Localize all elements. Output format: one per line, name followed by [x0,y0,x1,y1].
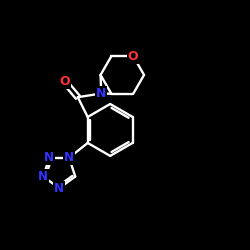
Text: O: O [128,50,138,62]
Text: N: N [54,182,64,195]
Text: N: N [96,87,106,100]
Text: N: N [44,151,54,164]
Text: O: O [59,74,70,88]
Text: N: N [38,170,48,183]
Text: N: N [64,151,74,164]
